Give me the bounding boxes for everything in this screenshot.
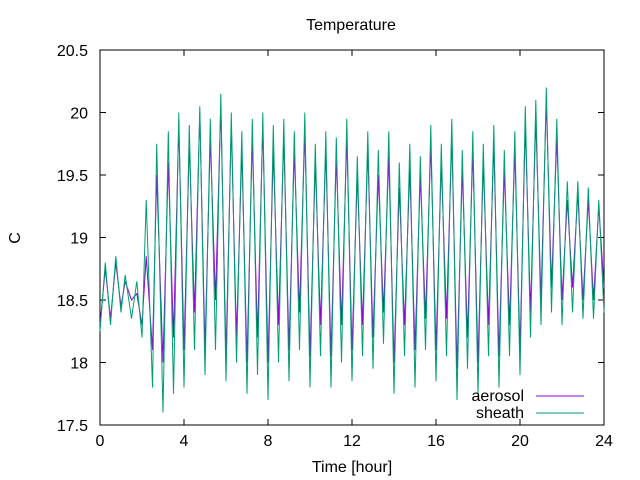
y-tick-label: 20.5 (57, 43, 88, 60)
x-tick-label: 24 (595, 433, 613, 450)
y-axis-label: C (7, 232, 24, 244)
y-tick-label: 19 (70, 231, 88, 248)
legend-label-aerosol: aerosol (472, 388, 524, 405)
x-axis-ticks: 0 4 8 12 16 20 24 (96, 50, 613, 450)
y-tick-label: 18.5 (57, 293, 88, 310)
y-tick-label: 17.5 (57, 418, 88, 435)
series-line-sheath (99, 87, 605, 413)
x-tick-label: 12 (343, 433, 361, 450)
x-tick-label: 8 (264, 433, 273, 450)
series-layer (99, 87, 605, 413)
y-tick-label: 18 (70, 356, 88, 373)
x-tick-label: 20 (511, 433, 529, 450)
y-axis-ticks: 17.5 18 18.5 19 19.5 20 20.5 (57, 43, 604, 435)
y-tick-label: 20 (70, 106, 88, 123)
x-tick-label: 16 (427, 433, 445, 450)
chart-title: Temperature (306, 17, 396, 34)
legend-label-sheath: sheath (476, 405, 524, 422)
y-tick-label: 19.5 (57, 168, 88, 185)
legend: aerosol sheath (472, 388, 584, 422)
x-axis-label: Time [hour] (312, 459, 392, 476)
x-tick-label: 4 (180, 433, 189, 450)
x-tick-label: 0 (96, 433, 105, 450)
